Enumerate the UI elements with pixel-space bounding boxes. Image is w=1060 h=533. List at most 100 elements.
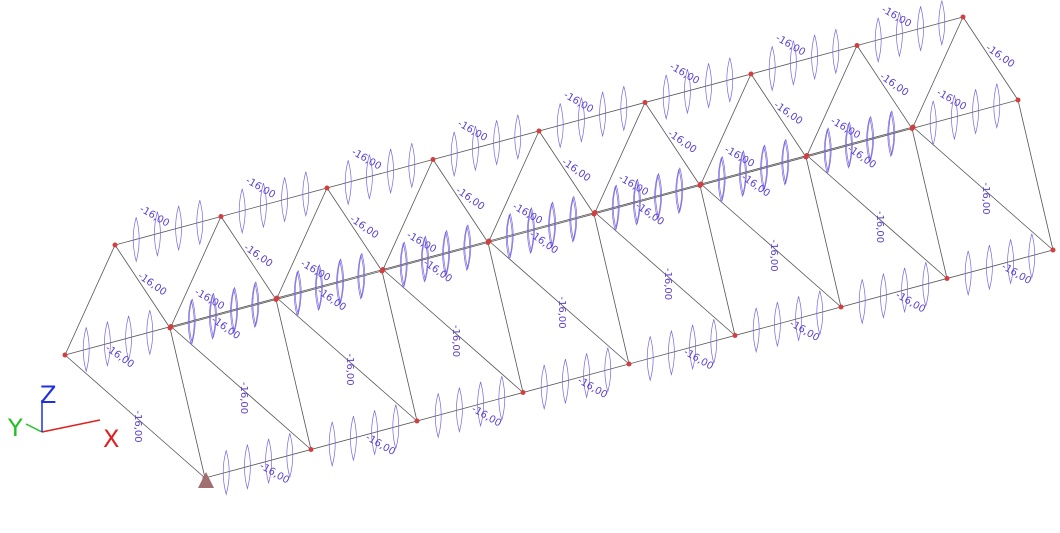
load-label: -16,00 (556, 296, 567, 328)
load-lens (548, 203, 555, 249)
member (700, 183, 842, 308)
load-label: -16,00 (454, 185, 487, 213)
load-label: -16,00 (132, 410, 143, 442)
load-label: -16,00 (772, 100, 805, 128)
load-lens (337, 258, 344, 305)
load-label: -16,00 (980, 182, 991, 214)
load-lens (286, 433, 294, 479)
load-lens (655, 173, 662, 219)
load-lens (781, 140, 789, 187)
node (379, 268, 385, 274)
load-lens (795, 296, 802, 342)
load-lens (231, 287, 238, 333)
member (911, 128, 948, 279)
member (644, 102, 701, 186)
load-lens (358, 253, 366, 299)
load-lens (154, 211, 161, 257)
load-lens (972, 89, 979, 135)
load-lens (816, 290, 824, 337)
load-label: -16,00 (344, 353, 355, 385)
load-lens (230, 288, 237, 335)
load-lens (739, 152, 746, 198)
load-lens (705, 63, 712, 109)
load-lens (400, 241, 408, 288)
load-lens (209, 294, 216, 340)
z-label: Z (40, 381, 56, 409)
node (854, 43, 860, 48)
load-label: -16,00 (350, 147, 383, 173)
member (593, 213, 630, 365)
load-diagrams (82, 0, 1036, 496)
load-lens (845, 123, 852, 169)
node (944, 276, 950, 281)
member (488, 130, 540, 242)
member (594, 212, 736, 336)
member (1017, 99, 1054, 251)
load-lens (654, 174, 661, 221)
load-lens (1028, 233, 1036, 280)
y-axis (25, 423, 43, 433)
load-lens (104, 321, 111, 367)
load-lens (244, 444, 251, 490)
load-lens (265, 438, 272, 485)
load-label: -16,00 (562, 90, 595, 116)
load-label: -16,00 (617, 173, 650, 199)
load-lens (222, 450, 230, 496)
load-lens (387, 148, 394, 195)
load-lens (450, 131, 458, 178)
load-label: -16,00 (136, 271, 169, 299)
member (114, 244, 171, 329)
load-lens (888, 110, 896, 157)
load-label: -16,00 (242, 242, 275, 270)
member (912, 126, 1054, 251)
member (382, 269, 524, 393)
load-label: -16,00 (560, 157, 593, 185)
load-lens (251, 283, 259, 329)
node (414, 418, 420, 424)
member (382, 159, 434, 270)
load-label: -16,00 (450, 325, 461, 357)
load-lens (633, 180, 640, 226)
load-lens (528, 207, 535, 253)
load-lens (880, 273, 887, 319)
load-lens (125, 315, 132, 362)
load-lens (620, 86, 628, 132)
node (1015, 97, 1021, 103)
load-label: -16,00 (682, 347, 715, 373)
node (803, 154, 809, 160)
load-label: -16,00 (244, 175, 277, 201)
load-lens (434, 393, 442, 439)
x-label: X (103, 425, 119, 453)
load-lens (612, 184, 620, 231)
load-lens (302, 171, 310, 218)
load-lens (260, 183, 267, 229)
load-lens (281, 177, 288, 223)
node (732, 333, 738, 338)
load-lens (811, 34, 818, 81)
node (430, 157, 436, 162)
load-lens (917, 6, 924, 52)
load-lens (867, 116, 874, 162)
load-lens (662, 74, 670, 121)
load-lens (951, 95, 958, 141)
node (748, 71, 754, 77)
load-lens (823, 129, 831, 175)
load-lens (583, 353, 590, 399)
load-label: -16,00 (138, 204, 171, 230)
load-lens (540, 364, 548, 411)
member (432, 159, 489, 243)
load-lens (604, 347, 612, 394)
load-lens (858, 279, 866, 325)
load-lens (188, 298, 196, 345)
load-lens (527, 209, 534, 255)
load-lens (634, 179, 641, 225)
load-lens (463, 226, 471, 272)
load-lens (986, 245, 993, 291)
load-lens (132, 217, 140, 263)
load-lens (846, 122, 853, 168)
load-lens (238, 188, 246, 235)
load-lens (506, 213, 514, 259)
load-lens (187, 300, 195, 346)
load-lens (442, 231, 449, 278)
load-label: -16,00 (193, 287, 226, 313)
